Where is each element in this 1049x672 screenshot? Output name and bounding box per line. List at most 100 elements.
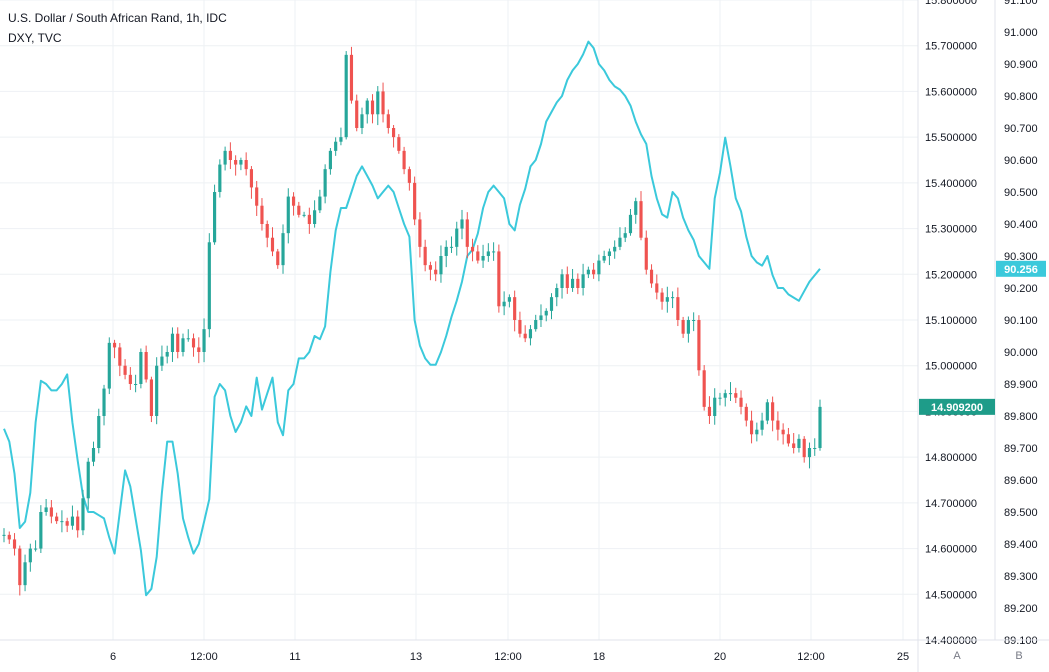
candle [186, 329, 190, 342]
candle [628, 209, 633, 236]
compare-price-tick: 90.000 [1004, 347, 1038, 359]
candle [223, 146, 227, 171]
candle-body [692, 320, 696, 321]
candle-body [544, 310, 548, 316]
candle [481, 244, 485, 268]
candle [339, 127, 343, 146]
candle-body [671, 297, 675, 299]
candle-body [318, 196, 322, 211]
candle [497, 244, 501, 313]
candle-body [760, 420, 764, 430]
compare-price-tick: 89.200 [1004, 603, 1038, 615]
candle-body [18, 548, 22, 586]
compare-price-tick: 90.600 [1004, 155, 1038, 167]
candle [755, 422, 759, 442]
log-scale-button[interactable]: B [1015, 650, 1023, 662]
candle-body [55, 516, 59, 522]
candle-body [102, 388, 106, 416]
candle-body [44, 507, 48, 512]
candle [407, 166, 411, 191]
candle-body [707, 406, 712, 416]
candle [34, 540, 38, 552]
candle [681, 316, 685, 338]
candle [749, 410, 754, 444]
candle-body [397, 137, 401, 151]
candle [544, 308, 548, 322]
candle-body [244, 160, 248, 170]
candle-body [455, 228, 459, 247]
candle [697, 315, 701, 376]
main-price-tick: 14.700000 [925, 498, 977, 510]
candle [344, 51, 348, 140]
candle [281, 224, 285, 274]
candle-body [339, 137, 343, 142]
candle [802, 436, 806, 463]
candle [428, 261, 433, 281]
compare-price-tick: 90.700 [1004, 123, 1038, 135]
candle-body [265, 224, 269, 238]
compare-price-tick: 90.400 [1004, 219, 1038, 231]
candle [444, 240, 448, 268]
candle [228, 142, 232, 170]
candle-body [402, 150, 406, 170]
candle-body [697, 320, 701, 371]
candle [102, 384, 106, 426]
candle-body [223, 150, 227, 165]
compare-price-tick: 89.600 [1004, 475, 1038, 487]
candle-body [634, 201, 638, 215]
candle [239, 157, 243, 171]
candle-body [197, 347, 201, 352]
candle-body [576, 278, 580, 288]
candle [565, 266, 569, 294]
candle [549, 293, 554, 320]
x-tick-label: 12:00 [190, 651, 218, 663]
candle-body [191, 338, 196, 348]
x-tick-label: 11 [289, 651, 300, 663]
compare-price-tick: 89.800 [1004, 411, 1038, 423]
candle-body [86, 461, 90, 499]
candle [2, 528, 6, 543]
candle [655, 274, 659, 300]
candle-body [460, 219, 464, 229]
candle [218, 159, 222, 198]
candle [149, 376, 153, 423]
candle-body [565, 274, 569, 288]
candle-body [286, 196, 290, 234]
candle-body [749, 420, 754, 435]
candle [65, 517, 69, 533]
candle-body [39, 512, 43, 549]
candle-body [97, 416, 101, 448]
candle [486, 243, 490, 262]
candle [328, 147, 332, 175]
last-value-tags: 14.909200 90.256 [919, 260, 1046, 415]
candle-body [365, 100, 369, 115]
candle-body [518, 320, 522, 334]
candle-body [149, 379, 153, 416]
candle-body [107, 342, 111, 389]
candle-body [602, 256, 606, 261]
candle [528, 325, 533, 346]
auto-scale-button[interactable]: A [953, 650, 961, 662]
candle-body [28, 548, 32, 563]
candle-body [70, 516, 75, 526]
candle [81, 489, 85, 536]
candle-body [660, 292, 664, 302]
x-tick-label: 12:00 [797, 651, 825, 663]
main-price-tick: 15.500000 [925, 132, 977, 144]
candle [286, 188, 290, 244]
candle-body [481, 256, 485, 261]
candle [197, 337, 201, 364]
compare-series-title[interactable]: DXY, TVC [8, 31, 62, 45]
candle-body [539, 315, 543, 320]
compare-price-tick: 89.900 [1004, 379, 1038, 391]
candle [302, 211, 306, 218]
candle [12, 533, 17, 556]
candle-body [655, 283, 659, 293]
candle [207, 233, 211, 338]
candle [18, 545, 22, 596]
candle-body [497, 251, 501, 307]
candle-body [476, 251, 480, 261]
main-series-title[interactable]: U.S. Dollar / South African Rand, 1h, ID… [8, 11, 227, 25]
